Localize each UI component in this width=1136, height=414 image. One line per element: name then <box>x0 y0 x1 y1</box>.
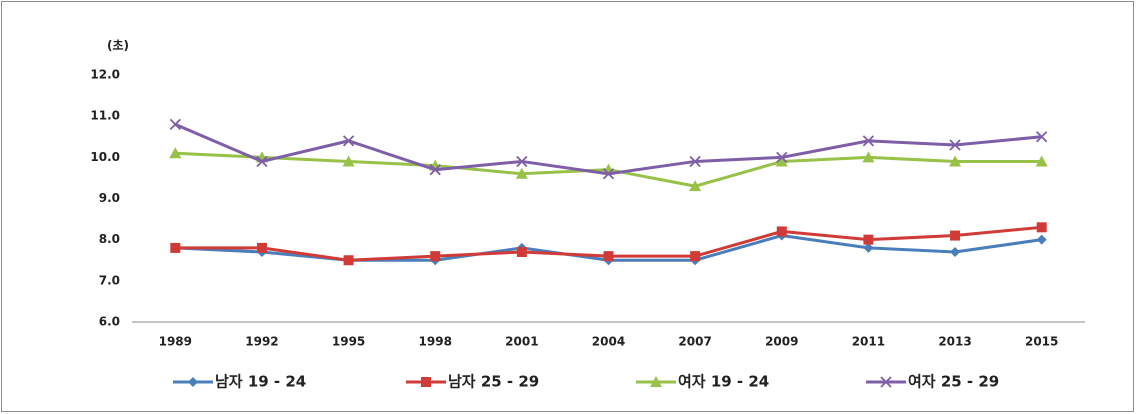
marker <box>256 155 268 168</box>
marker <box>690 251 701 262</box>
x-tick-label: 2013 <box>938 335 971 349</box>
marker <box>950 247 961 258</box>
marker <box>515 167 528 179</box>
marker <box>602 168 615 180</box>
legend-label: 여자 19 - 24 <box>678 373 769 391</box>
marker <box>188 377 198 387</box>
x-tick-label: 1995 <box>332 335 365 349</box>
marker <box>862 151 875 163</box>
marker <box>169 147 182 159</box>
x-tick-label: 2001 <box>505 335 538 349</box>
marker <box>650 376 662 387</box>
x-tick-label: 1992 <box>245 335 278 349</box>
x-tick-label: 2004 <box>592 335 625 349</box>
marker <box>863 234 874 245</box>
marker <box>1036 222 1047 233</box>
y-tick-label: 8.0 <box>99 232 120 246</box>
marker <box>169 118 181 131</box>
marker <box>342 155 355 167</box>
marker <box>256 242 267 253</box>
y-tick-label: 12.0 <box>90 68 120 82</box>
x-tick-label: 2015 <box>1025 335 1058 349</box>
marker <box>342 135 355 147</box>
marker <box>689 155 701 168</box>
marker <box>516 155 528 168</box>
y-tick-label: 11.0 <box>90 109 120 123</box>
marker <box>421 377 431 387</box>
marker <box>1036 131 1048 143</box>
marker <box>863 242 874 253</box>
marker <box>516 247 527 258</box>
marker <box>1035 155 1048 167</box>
marker <box>689 180 702 192</box>
y-tick-label: 7.0 <box>99 273 120 287</box>
marker <box>776 151 788 163</box>
marker <box>862 135 875 147</box>
marker <box>950 230 961 241</box>
marker <box>343 255 354 266</box>
x-tick-label: 1989 <box>159 335 192 349</box>
x-tick-label: 2011 <box>852 335 885 349</box>
y-tick-label: 9.0 <box>99 191 120 205</box>
y-axis-label: (초) <box>107 39 129 53</box>
marker <box>949 155 962 167</box>
x-tick-label: 1998 <box>419 335 452 349</box>
marker <box>170 242 181 253</box>
marker <box>603 251 614 262</box>
x-tick-label: 2007 <box>678 335 711 349</box>
marker <box>775 155 788 167</box>
marker <box>776 226 787 237</box>
legend-label: 남자 25 - 29 <box>448 373 539 391</box>
y-tick-label: 10.0 <box>90 150 120 164</box>
marker <box>1036 234 1047 245</box>
marker <box>430 251 441 262</box>
legend-label: 여자 25 - 29 <box>908 373 999 391</box>
marker <box>429 164 441 176</box>
legend-label: 남자 19 - 24 <box>215 373 306 391</box>
x-tick-label: 2009 <box>765 335 798 349</box>
marker <box>949 139 961 151</box>
y-tick-label: 6.0 <box>99 315 120 329</box>
marker <box>880 376 892 388</box>
